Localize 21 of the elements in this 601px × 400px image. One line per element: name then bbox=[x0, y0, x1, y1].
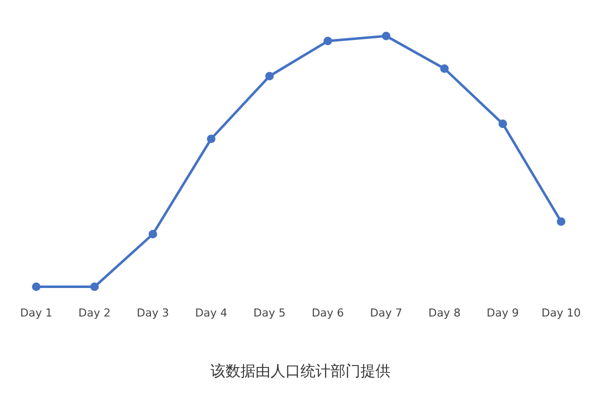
point bbox=[265, 72, 274, 80]
x-tick-label: Day 9 bbox=[486, 306, 519, 320]
x-tick-label: Day 10 bbox=[541, 306, 581, 320]
x-tick-label: Day 8 bbox=[428, 306, 461, 320]
point bbox=[382, 32, 390, 40]
point bbox=[440, 64, 449, 73]
x-tick-label: Day 5 bbox=[253, 306, 286, 320]
point bbox=[324, 36, 332, 46]
x-tick-label: Day 4 bbox=[195, 306, 228, 320]
text: 该数据由人口统计部门提供 bbox=[210, 362, 392, 381]
x-tick-label: Day 2 bbox=[78, 306, 111, 320]
point bbox=[148, 230, 158, 238]
x-tick-label: Day 7 bbox=[370, 306, 402, 320]
x-tick-label: Day 1 bbox=[20, 306, 52, 320]
point bbox=[206, 134, 216, 144]
point bbox=[32, 282, 40, 292]
x-tick-label: Day 3 bbox=[136, 306, 169, 320]
point bbox=[90, 282, 99, 292]
point bbox=[556, 217, 566, 226]
x-tick-label: Day 6 bbox=[312, 306, 344, 320]
point bbox=[498, 120, 508, 128]
